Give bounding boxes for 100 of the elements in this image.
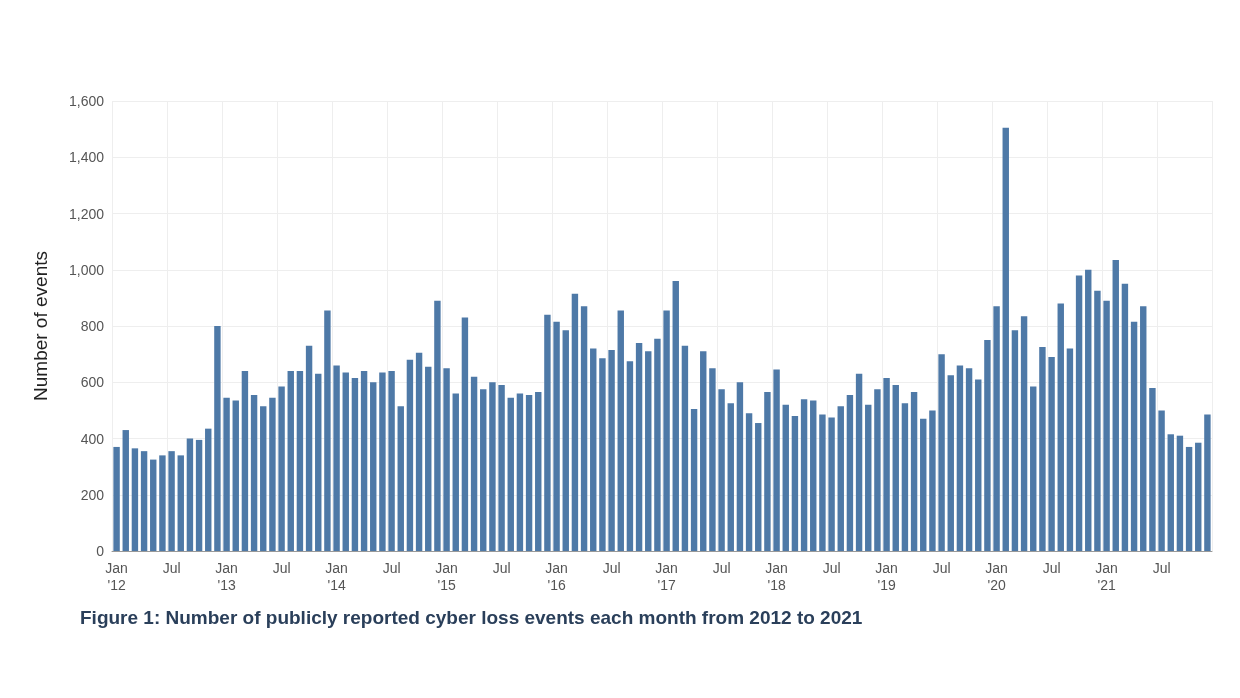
bar: [938, 354, 945, 551]
x-tick-label: Jan '16: [545, 559, 568, 593]
x-tick-label: Jan '19: [875, 559, 898, 593]
bar: [1048, 356, 1055, 551]
bar: [819, 414, 826, 551]
bar: [810, 400, 817, 551]
bar: [278, 386, 285, 551]
bar: [443, 368, 450, 551]
bar: [700, 351, 707, 551]
bar: [205, 428, 212, 551]
bar: [379, 372, 386, 551]
bar: [305, 345, 313, 551]
bar: [672, 281, 679, 551]
bar: [580, 306, 588, 551]
y-tick-label: 1,400: [68, 149, 105, 166]
bar: [1195, 442, 1202, 551]
bar: [865, 404, 872, 551]
bar: [846, 394, 854, 551]
bar: [1112, 259, 1119, 551]
x-tick-label: Jan '15: [435, 559, 458, 593]
x-tick-label: Jan '20: [985, 559, 1008, 593]
bar: [525, 394, 533, 551]
bar: [516, 393, 524, 551]
bar: [489, 382, 496, 551]
x-tick-label: Jul: [712, 559, 731, 576]
bar: [828, 417, 835, 551]
bar: [654, 338, 661, 551]
bar: [333, 365, 340, 551]
bar: [1176, 435, 1184, 551]
bar: [764, 392, 771, 551]
bar: [755, 423, 762, 551]
bar: [342, 372, 349, 551]
bar: [956, 365, 964, 551]
bar: [315, 373, 322, 551]
bar: [635, 342, 643, 551]
x-tick-label: Jan '17: [655, 559, 678, 593]
bar: [590, 348, 597, 551]
bar: [324, 310, 331, 551]
bar: [113, 446, 120, 551]
x-tick-label: Jan '12: [105, 559, 128, 593]
bar: [929, 410, 936, 551]
bar: [150, 459, 157, 551]
bar: [470, 376, 478, 551]
bar: [177, 455, 184, 551]
bar: [1185, 446, 1193, 551]
bar: [993, 306, 1000, 551]
bar: [415, 352, 423, 551]
y-tick-label: 1,600: [68, 93, 105, 109]
bar: [1167, 434, 1174, 551]
y-tick-label: 600: [80, 374, 105, 391]
y-tick-label: 1,000: [68, 261, 105, 278]
bar: [159, 455, 166, 551]
bar: [425, 366, 432, 551]
y-axis-title: Number of events: [30, 251, 51, 401]
bar: [947, 375, 954, 551]
bar: [507, 397, 514, 551]
bar: [498, 385, 505, 551]
bar: [736, 382, 744, 551]
x-tick-label: Jul: [162, 559, 181, 576]
bar: [965, 368, 973, 551]
bar: [690, 408, 698, 551]
bar: [984, 340, 991, 551]
bar: [186, 438, 194, 551]
bar: [883, 378, 890, 551]
bar: [452, 393, 459, 551]
bar: [296, 371, 304, 551]
x-tick-label: Jan '18: [765, 559, 788, 593]
bar: [214, 326, 221, 551]
bar: [406, 359, 414, 551]
bar: [370, 382, 377, 551]
bar: [131, 448, 139, 551]
bar: [1039, 347, 1046, 551]
bar: [1011, 330, 1019, 551]
bar: [1002, 127, 1009, 551]
bar: [287, 371, 294, 551]
bar: [617, 310, 624, 551]
bar: [709, 368, 716, 551]
bar: [773, 369, 780, 551]
x-tick-label: Jul: [602, 559, 621, 576]
bar: [1103, 300, 1110, 551]
bar: [1204, 414, 1211, 551]
bar: [745, 413, 753, 551]
bar: [910, 392, 918, 551]
bar: [782, 404, 789, 551]
bar: [562, 330, 569, 551]
bar: [1066, 348, 1074, 551]
bar: [434, 300, 441, 551]
bar: [901, 403, 909, 551]
bar: [1057, 303, 1064, 551]
bar: [975, 379, 982, 551]
bar: [195, 439, 203, 551]
bar: [223, 397, 230, 551]
bar: [140, 451, 148, 551]
bar: [1121, 283, 1129, 551]
bar: [269, 397, 276, 551]
bar: [599, 358, 606, 551]
bar: [892, 385, 899, 551]
x-tick-label: Jul: [382, 559, 401, 576]
bar: [837, 406, 844, 551]
bar: [1130, 321, 1138, 551]
